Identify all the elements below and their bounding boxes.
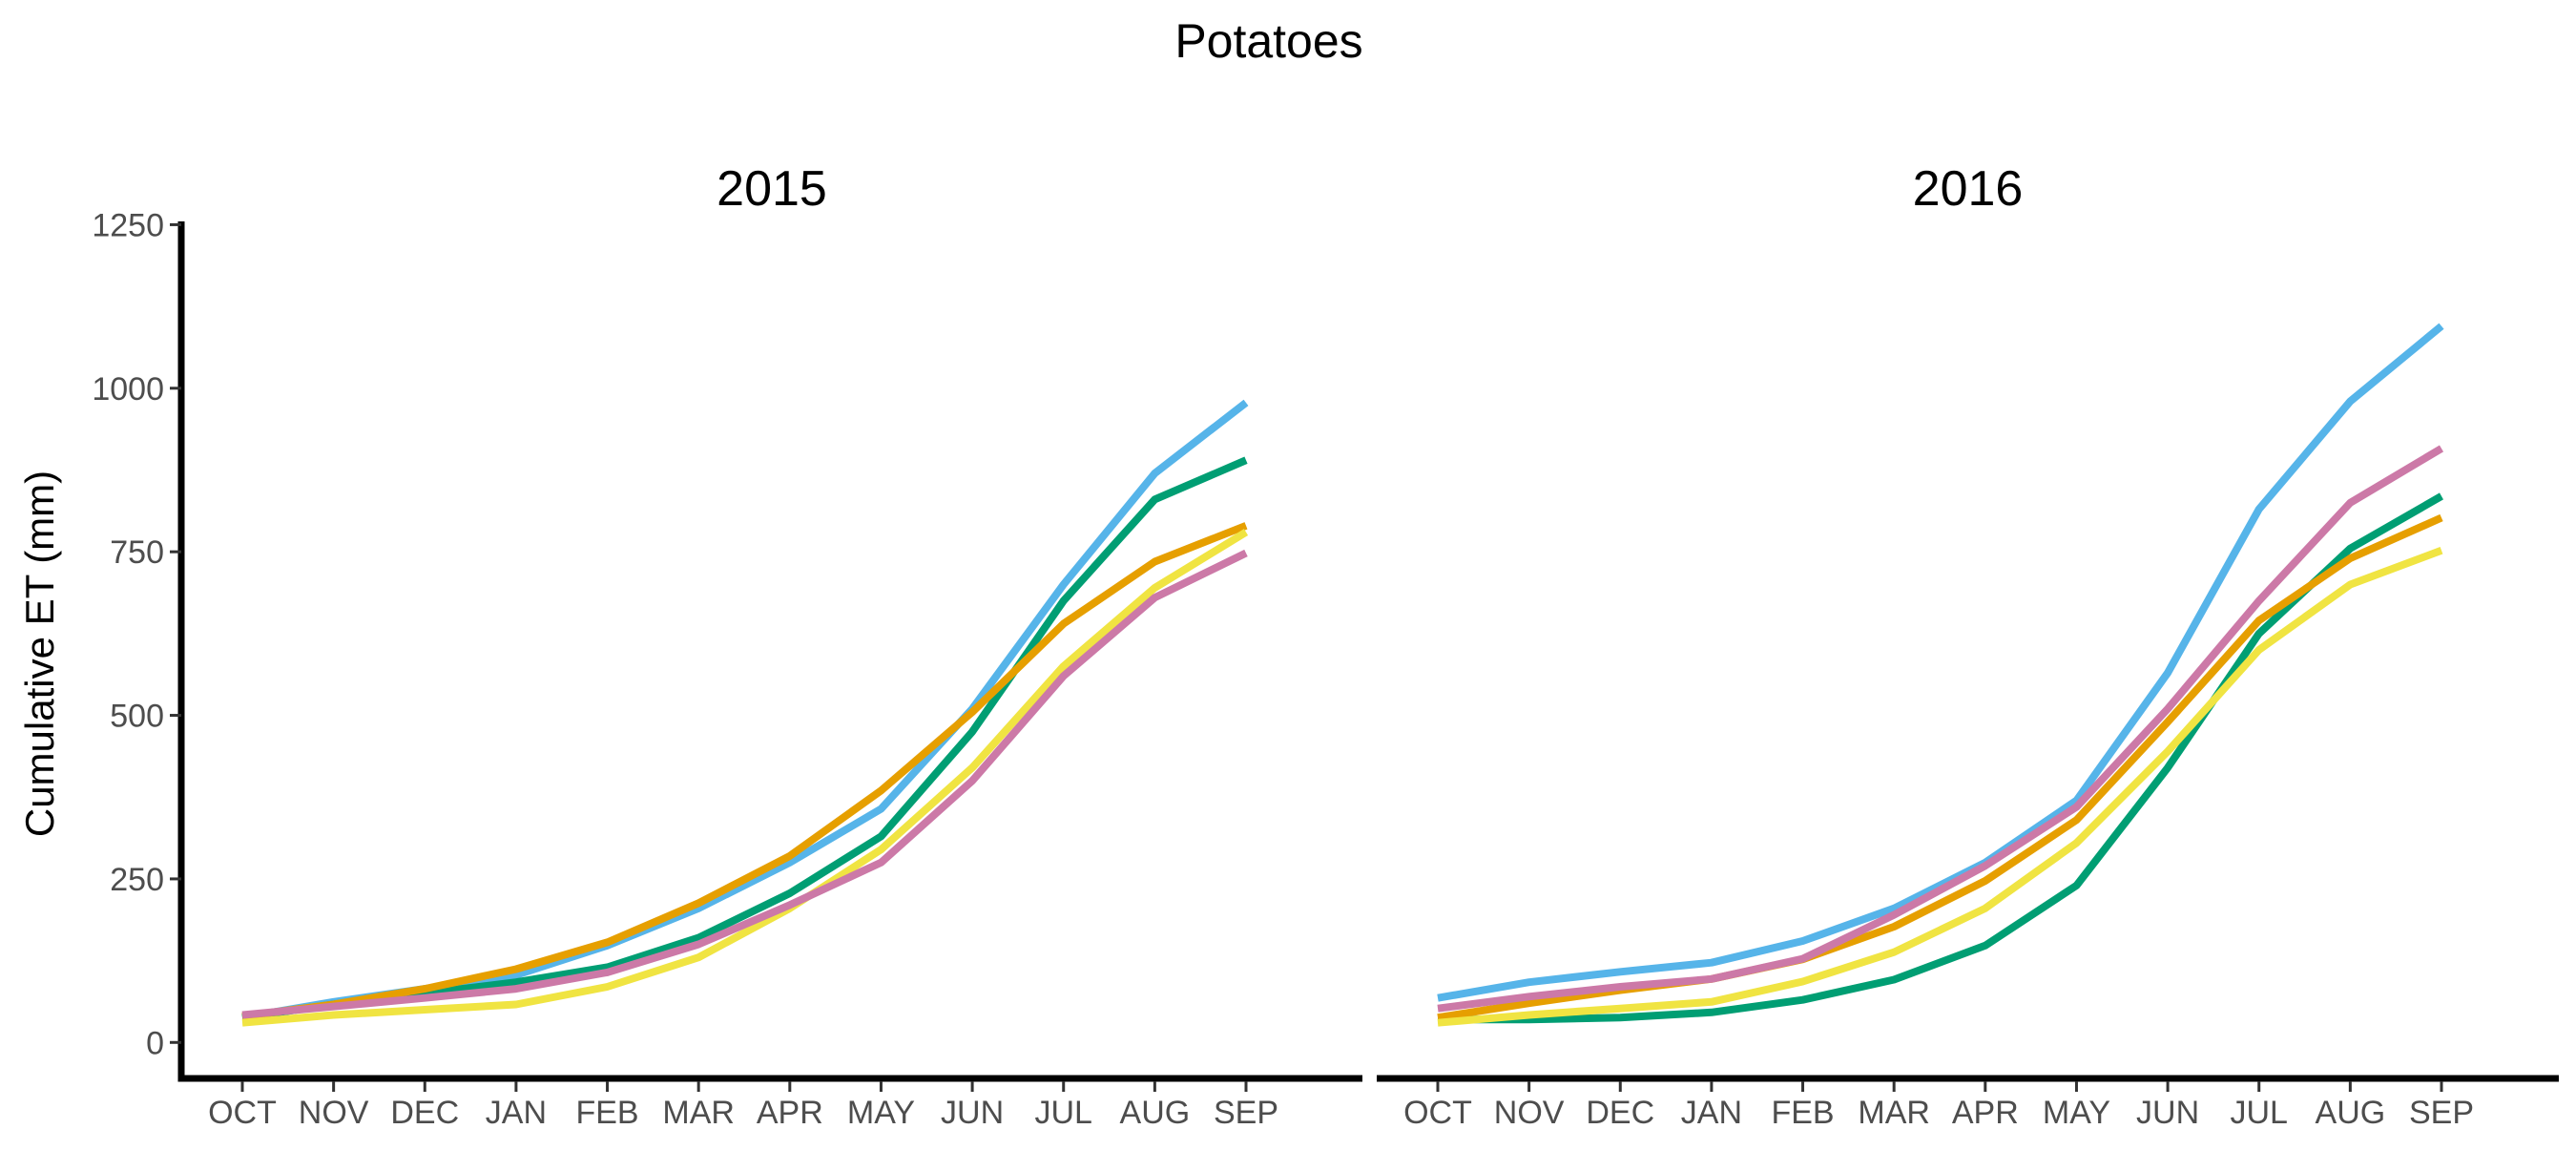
x-tick-label: AUG [1120, 1095, 1191, 1131]
x-tick-label: APR [1952, 1095, 2019, 1131]
x-tick-label: JAN [486, 1095, 547, 1131]
panel-2015: 2015 0 250 500 750 1000 1250 OCT NOV DEC JAN FEB MAR… [92, 161, 1362, 1131]
series-line-4 [1437, 547, 2443, 1027]
x-tick-label: NOV [299, 1095, 369, 1131]
series-line-2 [1438, 492, 2443, 1024]
x-tick-label: MAR [662, 1095, 735, 1131]
x-tick-label: AUG [2316, 1095, 2386, 1131]
series-line-3 [241, 522, 1248, 1020]
y-tick-label: 750 [110, 534, 164, 571]
x-tick-label: APR [757, 1095, 823, 1131]
x-tick-label: MAY [2043, 1095, 2110, 1131]
panel-title: 2015 [717, 161, 827, 217]
chart-panels: 2015 0 250 500 750 1000 1250 OCT NOV DEC JAN FEB MAR… [92, 161, 2559, 1131]
y-tick-label: 0 [146, 1025, 164, 1061]
chart-title: Potatoes [1174, 14, 1362, 68]
x-tick-label: JUN [941, 1095, 1004, 1131]
x-tick-label: FEB [1771, 1095, 1834, 1131]
y-tick-label: 1250 [92, 207, 164, 243]
panel-2016: 2016 OCT NOV DEC JAN FEB MAR APR MAY JUN JUL AUG SEP [1377, 161, 2559, 1131]
series-line-4 [241, 529, 1249, 1027]
x-tick-label: JUN [2136, 1095, 2199, 1131]
x-tick-label: DEC [1586, 1095, 1654, 1131]
series-line-5 [241, 549, 1248, 1019]
series-line-3 [1437, 513, 2443, 1022]
x-tick-label: OCT [208, 1095, 277, 1131]
y-tick-label: 250 [110, 862, 164, 898]
x-tick-label: NOV [1494, 1095, 1565, 1131]
series-line-5 [1437, 445, 2444, 1013]
x-tick-label: JAN [1681, 1095, 1742, 1131]
y-axis-label: Cumulative ET (mm) [17, 470, 62, 837]
x-tick-label: FEB [575, 1095, 638, 1131]
panel-title: 2016 [1913, 161, 2024, 217]
x-tick-label: SEP [1214, 1095, 1278, 1131]
x-tick-label: DEC [390, 1095, 459, 1131]
x-tick-label: OCT [1403, 1095, 1472, 1131]
x-tick-label: SEP [2409, 1095, 2474, 1131]
x-tick-label: JUL [1034, 1095, 1091, 1131]
x-tick-label: MAY [847, 1095, 915, 1131]
y-tick-label: 1000 [92, 371, 164, 408]
y-tick-label: 500 [110, 699, 164, 735]
x-tick-label: JUL [2230, 1095, 2287, 1131]
series-line-1 [1437, 323, 2444, 1002]
x-tick-label: MAR [1858, 1095, 1930, 1131]
